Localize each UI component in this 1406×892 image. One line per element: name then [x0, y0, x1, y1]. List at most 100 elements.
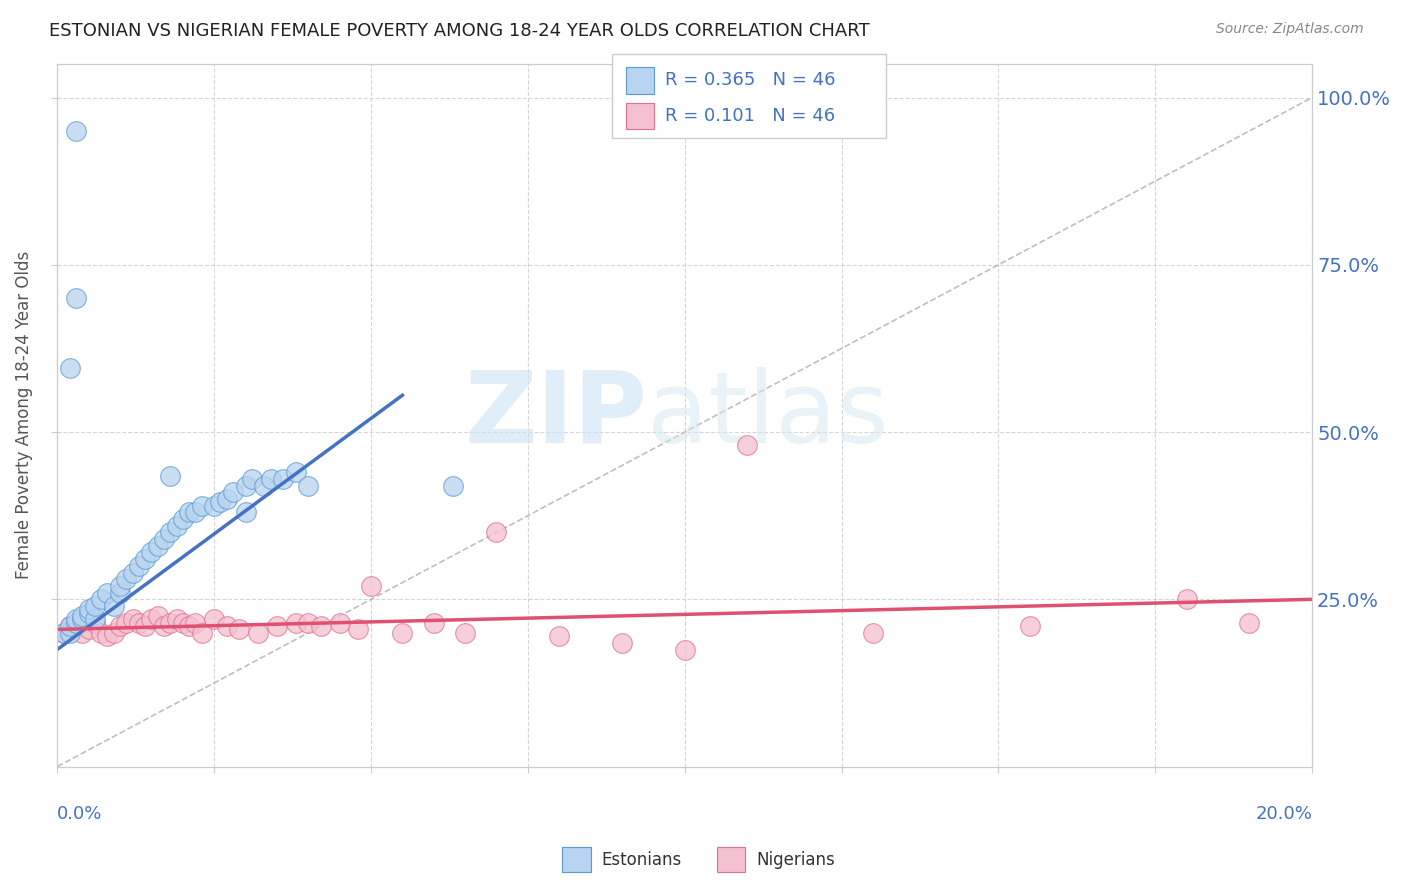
Point	[172, 512, 194, 526]
Point	[90, 592, 112, 607]
Point	[146, 539, 169, 553]
Point	[441, 478, 464, 492]
Point	[209, 495, 232, 509]
Point	[90, 625, 112, 640]
Point	[737, 438, 759, 452]
Text: ZIP: ZIP	[464, 367, 647, 464]
Point	[103, 599, 125, 613]
Text: R = 0.365   N = 46: R = 0.365 N = 46	[665, 71, 835, 89]
Point	[259, 472, 281, 486]
Point	[548, 629, 571, 643]
Point	[202, 499, 225, 513]
Point	[284, 615, 307, 630]
Point	[1018, 619, 1040, 633]
Point	[190, 499, 212, 513]
Point	[77, 606, 100, 620]
Point	[65, 291, 87, 305]
Point	[284, 465, 307, 479]
Point	[391, 625, 413, 640]
Point	[177, 505, 200, 519]
Point	[172, 615, 194, 630]
Point	[52, 625, 75, 640]
Point	[141, 612, 163, 626]
Point	[59, 361, 82, 376]
Point	[184, 505, 207, 519]
Point	[108, 579, 131, 593]
Text: 0.0%: 0.0%	[58, 805, 103, 823]
Point	[134, 619, 156, 633]
Point	[159, 615, 181, 630]
Text: Source: ZipAtlas.com: Source: ZipAtlas.com	[1216, 22, 1364, 37]
Point	[166, 518, 188, 533]
Point	[297, 615, 319, 630]
Point	[423, 615, 446, 630]
Point	[108, 619, 131, 633]
Y-axis label: Female Poverty Among 18-24 Year Olds: Female Poverty Among 18-24 Year Olds	[15, 252, 32, 580]
Point	[65, 124, 87, 138]
Point	[128, 558, 150, 573]
Point	[309, 619, 332, 633]
Text: atlas: atlas	[647, 367, 889, 464]
Point	[77, 602, 100, 616]
Point	[52, 625, 75, 640]
Point	[128, 615, 150, 630]
Point	[159, 525, 181, 540]
Point	[360, 579, 382, 593]
Point	[77, 623, 100, 637]
Point	[141, 545, 163, 559]
Point	[235, 478, 257, 492]
Point	[59, 619, 82, 633]
Point	[485, 525, 508, 540]
Point	[190, 625, 212, 640]
Point	[266, 619, 288, 633]
Point	[103, 625, 125, 640]
Point	[84, 615, 107, 630]
Point	[65, 615, 87, 630]
Point	[72, 609, 94, 624]
Point	[202, 612, 225, 626]
Point	[235, 505, 257, 519]
Point	[72, 625, 94, 640]
Point	[146, 609, 169, 624]
Point	[297, 478, 319, 492]
Point	[166, 612, 188, 626]
Point	[153, 619, 176, 633]
Point	[96, 585, 118, 599]
Point	[673, 642, 696, 657]
Point	[121, 612, 143, 626]
Point	[1175, 592, 1198, 607]
Point	[72, 612, 94, 626]
Point	[177, 619, 200, 633]
Point	[1239, 615, 1261, 630]
Text: Nigerians: Nigerians	[756, 851, 835, 869]
Point	[454, 625, 477, 640]
Text: R = 0.101   N = 46: R = 0.101 N = 46	[665, 107, 835, 125]
Point	[347, 623, 370, 637]
Point	[115, 615, 138, 630]
Point	[271, 472, 294, 486]
Point	[108, 585, 131, 599]
Point	[115, 572, 138, 586]
Text: 20.0%: 20.0%	[1256, 805, 1312, 823]
Point	[228, 623, 250, 637]
Point	[59, 619, 82, 633]
Point	[329, 615, 352, 630]
Point	[215, 491, 238, 506]
Point	[862, 625, 884, 640]
Point	[215, 619, 238, 633]
Point	[96, 629, 118, 643]
Point	[65, 612, 87, 626]
Point	[59, 625, 82, 640]
Point	[153, 532, 176, 546]
Point	[610, 636, 633, 650]
Point	[222, 485, 245, 500]
Text: ESTONIAN VS NIGERIAN FEMALE POVERTY AMONG 18-24 YEAR OLDS CORRELATION CHART: ESTONIAN VS NIGERIAN FEMALE POVERTY AMON…	[49, 22, 870, 40]
Point	[253, 478, 276, 492]
Point	[240, 472, 263, 486]
Point	[121, 566, 143, 580]
Text: Estonians: Estonians	[602, 851, 682, 869]
Point	[84, 599, 107, 613]
Point	[84, 612, 107, 626]
Point	[184, 615, 207, 630]
Point	[159, 468, 181, 483]
